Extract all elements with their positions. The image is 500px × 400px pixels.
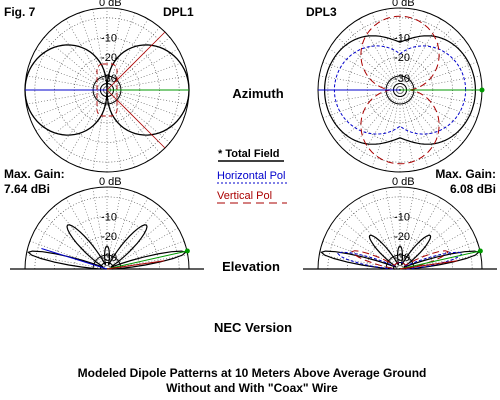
- grid-ring: [317, 186, 483, 270]
- ring-tick-label: 0 dB: [392, 176, 415, 188]
- azimuth-vertical-pol-dpl1: [96, 63, 118, 117]
- max-gain-right-line2: 6.08 dBi: [450, 182, 496, 196]
- figure-number: Fig. 7: [4, 5, 36, 19]
- ring-tick-label: -20: [101, 52, 117, 64]
- legend: * Total Field Horizontal Pol Vertical Po…: [217, 148, 287, 204]
- grid-ring: [24, 186, 190, 270]
- max-gain-left-line1: Max. Gain:: [4, 167, 65, 181]
- legend-horizontal-pol: Horizontal Pol: [217, 170, 285, 182]
- ring-tick-label: -30: [394, 73, 410, 85]
- grid-ring: [347, 216, 453, 270]
- grid-ring: [327, 196, 473, 270]
- elevation-vertical-ray: [106, 260, 165, 270]
- elevation-horizontal-pol: [337, 251, 463, 270]
- azimuth-label: Azimuth: [232, 86, 283, 101]
- caption-line2: Without and With "Coax" Wire: [166, 381, 338, 395]
- elevation-max-marker: [477, 248, 483, 254]
- azimuth-max-marker: [479, 87, 485, 93]
- azimuth-plot-dpl3: 0 dB -10 -20 -30: [317, 0, 485, 173]
- elevation-plot-dpl1: 0 dB-10-20-30: [10, 176, 204, 270]
- elevation-total-field: [27, 224, 187, 270]
- ring-tick-label: -10: [101, 33, 117, 45]
- ring-tick-label: -10: [394, 212, 410, 224]
- elevation-vertical-ray: [399, 260, 458, 270]
- elevation-bearing-right: [106, 250, 188, 270]
- ring-tick-label: 0 dB: [99, 0, 122, 9]
- elevation-bearing-left: [41, 248, 108, 270]
- elevation-plot-dpl3: 0 dB-10-20-30: [303, 176, 497, 270]
- ring-tick-label: -20: [394, 231, 410, 243]
- dpl1-title: DPL1: [163, 5, 194, 19]
- ring-tick-label: -10: [394, 33, 410, 45]
- ring-tick-label: 0 dB: [392, 0, 415, 9]
- dpl3-title: DPL3: [306, 5, 337, 19]
- legend-total-field: * Total Field: [218, 148, 280, 160]
- ring-tick-label: -20: [101, 231, 117, 243]
- max-gain-right-line1: Max. Gain:: [435, 167, 496, 181]
- ring-tick-label: -20: [394, 52, 410, 64]
- grid-ring: [73, 235, 141, 270]
- elevation-label: Elevation: [222, 259, 280, 274]
- max-gain-left-line2: 7.64 dBi: [4, 182, 50, 196]
- legend-vertical-pol: Vertical Pol: [217, 190, 272, 202]
- caption-line1: Modeled Dipole Patterns at 10 Meters Abo…: [78, 366, 427, 380]
- elevation-max-marker: [184, 248, 190, 254]
- grid-ring: [34, 196, 180, 270]
- ring-tick-label: -10: [101, 212, 117, 224]
- ring-tick-label: 0 dB: [99, 176, 122, 188]
- elevation-vertical-pol: [351, 250, 449, 269]
- azimuth-plot-dpl1: 0 dB-10-20-30: [24, 0, 190, 173]
- grid-ring: [54, 216, 160, 270]
- grid-ring: [366, 235, 434, 270]
- nec-version-label: NEC Version: [214, 320, 292, 335]
- elevation-total-field: [320, 234, 480, 270]
- elevation-bearing-right: [399, 250, 481, 270]
- azimuth-diag-se: [106, 89, 166, 149]
